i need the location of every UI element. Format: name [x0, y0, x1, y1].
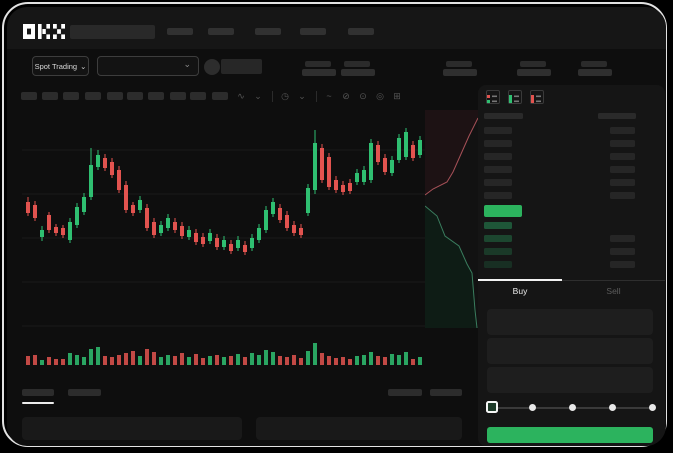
interval-chip[interactable]: [127, 92, 143, 100]
interval-chip[interactable]: [148, 92, 164, 100]
interval-chip[interactable]: [63, 92, 79, 100]
interval-chevron-icon[interactable]: ⌄: [298, 91, 306, 101]
snapshot-icon[interactable]: ⊙: [359, 91, 367, 101]
tab-sell[interactable]: Sell: [606, 286, 621, 296]
buy-submit-button[interactable]: [487, 427, 653, 443]
slider-stop[interactable]: [529, 404, 536, 411]
compare-icon[interactable]: ⊘: [342, 91, 350, 101]
nav-item-placeholder[interactable]: [167, 28, 193, 35]
ticker-stat-label: [344, 61, 370, 67]
bottom-action-1[interactable]: [388, 389, 422, 396]
slider-stop[interactable]: [569, 404, 576, 411]
indicators-icon[interactable]: ~: [326, 91, 332, 101]
toolbar-separator: [316, 91, 317, 102]
fullscreen-icon[interactable]: ⊞: [393, 91, 401, 101]
ask-row[interactable]: [478, 176, 665, 189]
interval-chip[interactable]: [42, 92, 58, 100]
chart-type-icon[interactable]: ∿: [237, 91, 245, 101]
order-panel: Buy Sell: [478, 85, 665, 446]
book-bids-icon[interactable]: [508, 90, 522, 104]
book-asks-icon[interactable]: [530, 90, 544, 104]
orders-panel-placeholder: [22, 417, 242, 440]
price-input[interactable]: [487, 309, 653, 335]
ticker-stat-value: [302, 69, 336, 76]
okx-logo: [23, 24, 65, 39]
bottom-tab-active-underline: [22, 402, 54, 404]
slider-stop[interactable]: [649, 404, 656, 411]
market-mode-button[interactable]: Spot Trading ⌄: [32, 56, 89, 76]
ticker-stat-label: [520, 61, 546, 67]
interval-clock-icon[interactable]: ◷: [281, 91, 289, 101]
history-panel-placeholder: [256, 417, 462, 440]
global-search-input[interactable]: [70, 25, 155, 39]
bid-row[interactable]: [478, 219, 665, 232]
ticker-stat-label: [446, 61, 472, 67]
candlestick-chart[interactable]: [18, 108, 430, 370]
ask-row[interactable]: [478, 189, 665, 202]
ticker-stat-value: [578, 69, 612, 76]
ticker-stat-label: [581, 61, 607, 67]
ticker-stat-value: [517, 69, 551, 76]
tab-buy[interactable]: Buy: [512, 286, 528, 296]
chart-type-chevron-icon[interactable]: ⌄: [254, 91, 262, 101]
pair-coin-avatar: [204, 59, 220, 75]
bid-row[interactable]: [478, 232, 665, 245]
ask-row[interactable]: [478, 124, 665, 137]
orderbook-header: [478, 109, 665, 122]
ticker-stat-value: [341, 69, 375, 76]
interval-chip[interactable]: [21, 92, 37, 100]
ticker-stat-label: [305, 61, 331, 67]
interval-chip[interactable]: [85, 92, 101, 100]
chevron-down-icon: ⌄: [183, 59, 191, 69]
toolbar-separator: [272, 91, 273, 102]
tab-divider: [478, 280, 665, 281]
chevron-down-icon: ⌄: [80, 61, 87, 71]
market-mode-label: Spot Trading: [34, 61, 78, 71]
total-input[interactable]: [487, 367, 653, 393]
settings-icon[interactable]: ◎: [376, 91, 384, 101]
bid-row[interactable]: [478, 258, 665, 271]
ticker-stat-value: [443, 69, 477, 76]
interval-chip[interactable]: [107, 92, 123, 100]
book-both-icon[interactable]: [486, 90, 500, 104]
app-window: Spot Trading ⌄ ⌄ ∿ ⌄ ◷ ⌄ ~ ⊘ ⊙ ◎ ⊞ Buy Sell: [7, 7, 666, 446]
bottom-action-2[interactable]: [430, 389, 462, 396]
amount-input[interactable]: [487, 338, 653, 364]
pair-selector-dropdown[interactable]: ⌄: [97, 56, 199, 76]
ask-row[interactable]: [478, 150, 665, 163]
nav-item-placeholder[interactable]: [208, 28, 234, 35]
last-price-bar: [484, 205, 522, 217]
bottom-tab-2[interactable]: [68, 389, 101, 396]
bottom-tab-active[interactable]: [22, 389, 54, 396]
interval-chip[interactable]: [190, 92, 206, 100]
amount-slider-handle[interactable]: [486, 401, 498, 413]
ask-row[interactable]: [478, 137, 665, 150]
nav-item-placeholder[interactable]: [348, 28, 374, 35]
ask-row[interactable]: [478, 163, 665, 176]
buy-tab-indicator: [478, 279, 562, 281]
slider-stop[interactable]: [609, 404, 616, 411]
depth-chart: [424, 110, 479, 329]
nav-item-placeholder[interactable]: [300, 28, 326, 35]
interval-chip[interactable]: [212, 92, 228, 100]
bid-row[interactable]: [478, 245, 665, 258]
pair-name-placeholder: [221, 59, 262, 74]
interval-chip[interactable]: [170, 92, 186, 100]
nav-item-placeholder[interactable]: [255, 28, 281, 35]
